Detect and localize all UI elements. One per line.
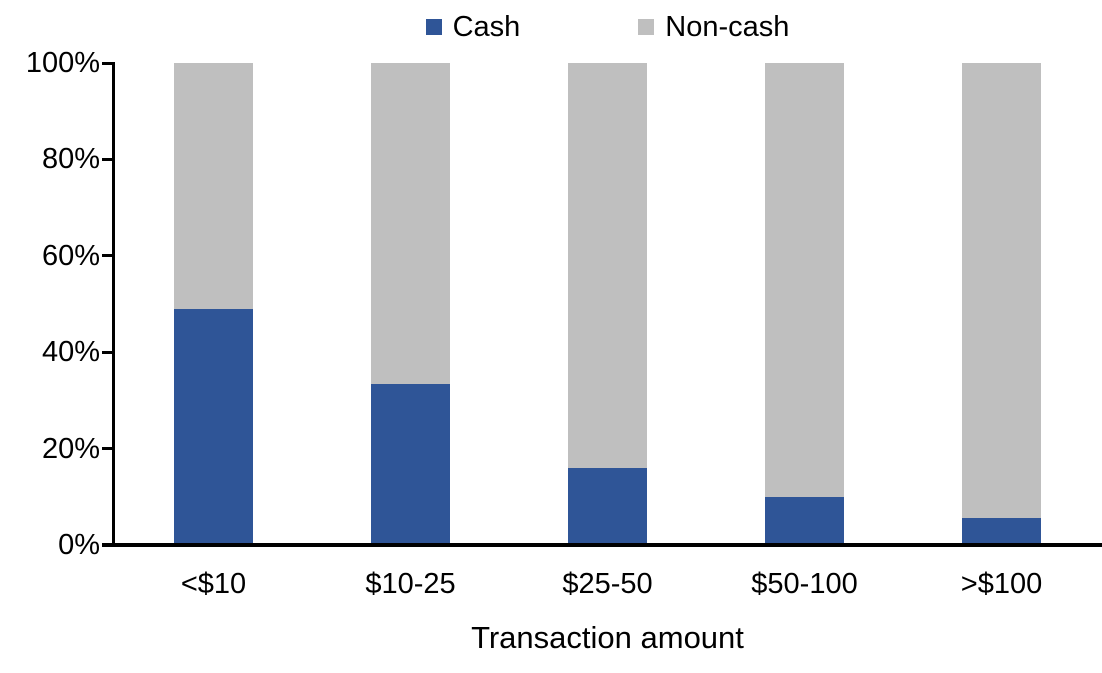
x-category-label-2: $25-50 [562, 568, 653, 600]
y-axis-tick-0 [102, 543, 115, 547]
legend-item-cash: Cash [425, 10, 521, 44]
bar-4 [962, 63, 1041, 545]
y-axis-tick-20 [102, 447, 115, 451]
y-axis-line [112, 63, 115, 545]
legend-label-cash: Cash [452, 11, 521, 43]
y-axis-tick-40 [102, 350, 115, 354]
bar-2 [568, 63, 647, 545]
x-category-label-1: $10-25 [365, 568, 456, 600]
bar-segment-non-cash-2 [568, 63, 647, 468]
y-axis-tick-80 [102, 157, 115, 161]
bar-segment-cash-1 [371, 383, 450, 545]
y-axis-tick-60 [102, 254, 115, 258]
bar-1 [371, 63, 450, 545]
y-axis-tick-label-20: 20% [41, 432, 100, 465]
x-axis-title: Transaction amount [471, 620, 744, 655]
y-axis-tick-label-80: 80% [41, 143, 100, 176]
bar-segment-cash-2 [568, 467, 647, 545]
y-axis-tick-label-60: 60% [41, 239, 100, 272]
bar-segment-non-cash-0 [174, 63, 253, 309]
bar-segment-cash-4 [962, 518, 1041, 545]
cash-legend-swatch-icon [425, 19, 442, 35]
x-axis-line [102, 543, 1102, 547]
y-axis-tick-label-40: 40% [41, 336, 100, 369]
y-axis-tick-label-0: 0% [58, 529, 100, 561]
chart-legend: Cash Non-cash [115, 10, 1100, 44]
y-axis-tick-100 [102, 61, 115, 65]
bar-segment-non-cash-3 [765, 63, 844, 497]
non-cash-legend-swatch-icon [638, 19, 655, 35]
bar-3 [765, 63, 844, 545]
bar-segment-cash-0 [174, 308, 253, 545]
y-axis-tick-label-100: 100% [25, 47, 100, 79]
bar-segment-non-cash-1 [371, 63, 450, 384]
legend-label-non-cash: Non-cash [665, 11, 790, 43]
bar-segment-non-cash-4 [962, 63, 1041, 519]
x-category-label-0: <$10 [180, 568, 247, 600]
bar-0 [174, 63, 253, 545]
bar-segment-cash-3 [765, 496, 844, 545]
plot-area: 0% 20% 40% 60% 80% 100% <$10 $10-25 $25-50 $50-10… [26, 48, 1102, 600]
legend-item-non-cash: Non-cash [638, 10, 789, 44]
x-category-label-3: $50-100 [751, 568, 858, 600]
x-category-label-4: >$100 [960, 568, 1043, 600]
